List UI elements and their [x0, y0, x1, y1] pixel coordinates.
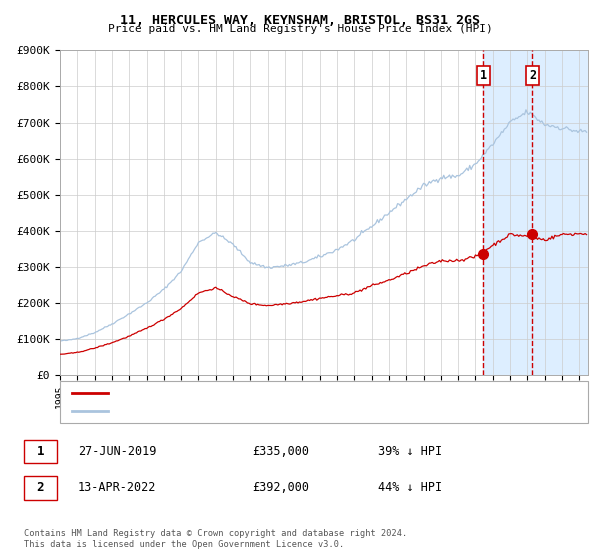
Text: Contains HM Land Registry data © Crown copyright and database right 2024.
This d: Contains HM Land Registry data © Crown c…	[24, 529, 407, 549]
Text: 39% ↓ HPI: 39% ↓ HPI	[378, 445, 442, 458]
Text: 44% ↓ HPI: 44% ↓ HPI	[378, 481, 442, 494]
Text: £392,000: £392,000	[252, 481, 309, 494]
Text: HPI: Average price, detached house, Bath and North East Somerset: HPI: Average price, detached house, Bath…	[117, 406, 517, 416]
Text: 13-APR-2022: 13-APR-2022	[78, 481, 157, 494]
Text: 11, HERCULES WAY, KEYNSHAM, BRISTOL, BS31 2GS: 11, HERCULES WAY, KEYNSHAM, BRISTOL, BS3…	[120, 14, 480, 27]
Text: 11, HERCULES WAY, KEYNSHAM, BRISTOL, BS31 2GS (detached house): 11, HERCULES WAY, KEYNSHAM, BRISTOL, BS3…	[117, 388, 505, 398]
Text: £335,000: £335,000	[252, 445, 309, 458]
Bar	[484, 50, 588, 375]
Text: 2: 2	[529, 69, 536, 82]
Text: 27-JUN-2019: 27-JUN-2019	[78, 445, 157, 458]
Text: 1: 1	[480, 69, 487, 82]
Text: Price paid vs. HM Land Registry's House Price Index (HPI): Price paid vs. HM Land Registry's House …	[107, 24, 493, 34]
Text: 1: 1	[37, 445, 44, 458]
Text: 2: 2	[37, 481, 44, 494]
